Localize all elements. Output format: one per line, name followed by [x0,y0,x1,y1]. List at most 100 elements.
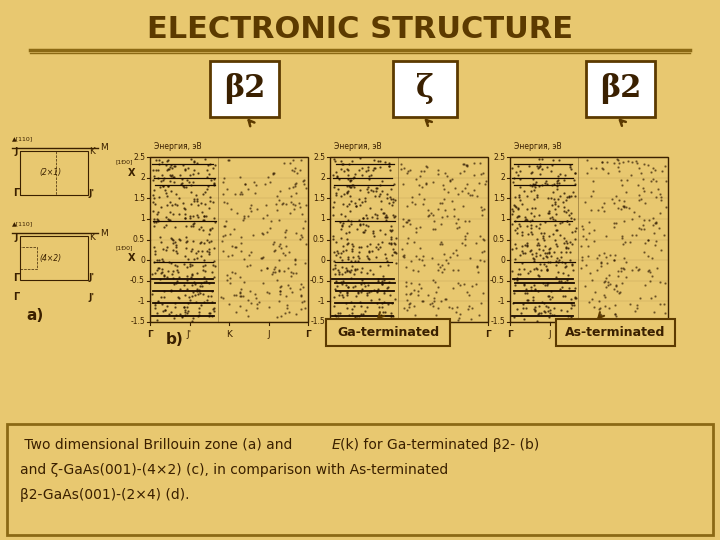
Point [346,183,357,192]
Point [518,248,529,257]
Text: 1.5: 1.5 [313,194,325,202]
Point [374,262,386,271]
Point [300,217,311,225]
Point [436,267,448,276]
Text: E: E [332,438,341,452]
Point [435,219,446,228]
Point [649,166,660,174]
Point [361,252,372,260]
Point [174,236,186,245]
Point [147,198,158,206]
Point [534,260,546,268]
Point [262,173,274,181]
Point [231,208,243,217]
Point [430,311,441,320]
Point [534,240,545,249]
Point [468,171,480,179]
Point [598,249,609,258]
Point [533,181,544,190]
Point [604,251,616,260]
Point [459,234,471,243]
Point [192,289,204,298]
Point [608,285,620,293]
Text: Two dimensional Brillouin zone (a) and: Two dimensional Brillouin zone (a) and [20,438,297,452]
Point [381,257,392,266]
Point [522,222,534,231]
Point [152,315,163,324]
Point [637,175,649,184]
Point [583,229,595,238]
Point [171,200,182,209]
Point [556,258,567,266]
Point [243,296,254,305]
Point [626,266,638,274]
Point [387,299,398,308]
Point [170,260,181,269]
Point [198,298,210,307]
Point [587,186,598,195]
Text: Γ: Γ [13,273,19,283]
Point [147,207,158,216]
Point [526,182,538,191]
Point [560,242,572,251]
Point [357,219,369,228]
Point [174,309,185,318]
Point [352,257,364,266]
Point [344,191,356,200]
Point [639,199,651,207]
Point [158,293,169,301]
Point [379,254,391,262]
Point [356,171,368,180]
FancyBboxPatch shape [210,61,279,117]
Point [567,266,578,275]
Point [566,227,577,236]
Text: J': J' [89,188,95,198]
Point [405,256,417,265]
Point [383,161,395,170]
Point [354,247,365,256]
Point [539,179,551,187]
Point [508,313,519,321]
Point [362,188,374,197]
Point [342,174,354,183]
Point [184,171,196,180]
Point [385,195,397,204]
Point [439,206,451,214]
Point [285,271,297,280]
Point [334,218,346,226]
Point [201,247,212,255]
Point [525,180,536,189]
Point [413,190,425,199]
Point [546,201,558,210]
Point [186,292,197,300]
Point [234,272,246,281]
Point [158,173,169,182]
Point [221,198,233,207]
Point [634,211,645,220]
Point [379,213,391,221]
Point [179,251,191,260]
Point [533,155,544,164]
Point [327,171,338,179]
Point [197,216,209,225]
Point [238,278,249,286]
Point [447,248,459,257]
Point [197,282,208,291]
Point [606,194,618,203]
Point [509,281,521,289]
Point [172,266,184,274]
Point [554,156,565,165]
Point [202,292,214,300]
Point [348,173,360,181]
Point [217,232,228,241]
Point [345,256,356,265]
Point [390,249,402,258]
Point [534,223,545,232]
Point [562,271,574,279]
Point [580,282,591,291]
Point [230,242,241,251]
Point [608,256,620,265]
Point [181,263,193,272]
Point [374,226,385,235]
Point [240,261,252,270]
